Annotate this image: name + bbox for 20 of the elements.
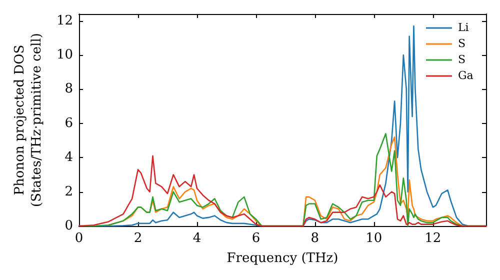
legend-label: Ga <box>458 69 474 82</box>
x-tick-label: 6 <box>252 231 260 246</box>
legend-label: Li <box>458 21 470 34</box>
y-tick-label: 4 <box>64 150 73 166</box>
x-tick-label: 10 <box>366 231 382 246</box>
y-tick-label: 0 <box>64 218 73 234</box>
y-tick-label: 10 <box>56 48 73 63</box>
legend-label: S <box>458 37 466 50</box>
x-axis-title: Frequency (THz) <box>226 251 338 266</box>
y-tick-label: 8 <box>64 82 73 97</box>
y-tick-label: 12 <box>56 13 73 28</box>
y-axis-title: Phonon projected DOS (States/THz·primitive cell) <box>12 32 45 208</box>
x-tick-label: 4 <box>192 231 202 246</box>
x-tick-label: 0 <box>74 231 84 246</box>
y-tick-label: 2 <box>64 184 73 200</box>
y-tick-label: 6 <box>64 116 73 131</box>
x-tick-label: 8 <box>310 231 320 246</box>
x-tick-label: 2 <box>134 231 142 246</box>
x-tick-label: 12 <box>424 231 442 246</box>
legend-label: S <box>458 53 466 66</box>
